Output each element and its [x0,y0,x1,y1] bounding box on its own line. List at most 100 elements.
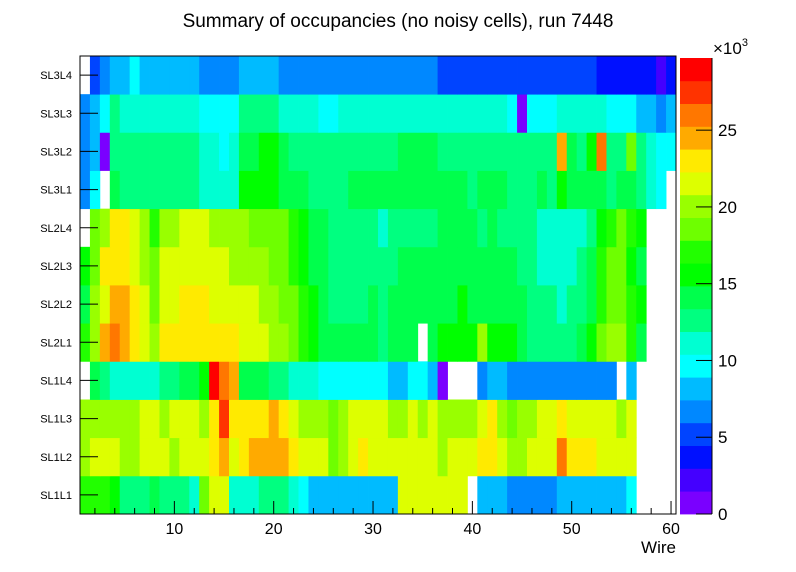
heatmap-cell-SL3L4-wire-43 [497,56,508,95]
heatmap-cell-SL3L1-wire-17 [238,170,250,210]
heatmap-cell-SL2L1-wire-51 [576,323,587,362]
heatmap-cell-SL3L1-wire-9 [159,170,170,210]
heatmap-cell-SL2L4-wire-30 [368,208,379,248]
heatmap-cell-SL3L3-wire-57 [636,94,647,133]
heatmap-cell-SL2L1-wire-49 [556,323,568,362]
heatmap-cell-SL3L4-wire-29 [358,56,369,95]
heatmap-cell-SL2L1-wire-20 [268,323,280,362]
heatmap-cell-SL3L2-wire-17 [238,132,250,171]
heatmap-cell-SL2L1-wire-4 [109,323,121,362]
heatmap-cell-SL1L1-wire-5 [119,475,131,515]
heatmap-cell-SL2L4-wire-42 [487,208,498,248]
heatmap-cell-SL3L1-wire-41 [477,170,488,210]
heatmap-cell-SL1L3-wire-3 [99,399,111,439]
heatmap-cell-SL3L4-wire-39 [457,56,468,95]
heatmap-cell-SL1L4-wire-3 [99,361,111,400]
heatmap-cell-SL3L4-wire-49 [556,56,568,95]
heatmap-cell-SL2L2-wire-9 [159,285,170,324]
heatmap-cell-SL1L3-wire-42 [487,399,498,439]
heatmap-cell-SL1L1-wire-25 [318,475,329,515]
heatmap-cell-SL1L3-wire-31 [378,399,389,439]
heatmap-cell-SL1L2-wire-15 [219,437,230,477]
heatmap-cell-SL1L4-wire-14 [209,361,220,400]
heatmap-cell-SL3L4-wire-42 [487,56,498,95]
heatmap-cell-SL1L2-wire-48 [546,437,558,477]
heatmap-cell-SL3L1-wire-38 [447,170,458,210]
heatmap-cell-SL3L4-wire-31 [378,56,389,95]
heatmap-cell-SL3L2-wire-60 [666,132,677,171]
heatmap-cell-SL2L1-wire-30 [368,323,379,362]
heatmap-cell-SL3L1-wire-50 [566,170,578,210]
heatmap-cell-SL3L3-wire-3 [99,94,111,133]
heatmap-cell-SL2L2-wire-29 [358,285,369,324]
y-tick-label: SL2L1 [40,337,72,349]
heatmap-cell-SL3L4-wire-53 [596,56,607,95]
heatmap-cell-SL1L2-wire-21 [278,437,289,477]
heatmap-cell-SL2L4-wire-19 [258,208,270,248]
heatmap-cell-SL2L1-wire-55 [616,323,627,362]
heatmap-cell-SL2L4-wire-3 [99,208,111,248]
heatmap-cell-SL1L2-wire-43 [497,437,508,477]
heatmap-cell-SL2L1-wire-5 [119,323,131,362]
heatmap-cell-SL2L1-wire-48 [546,323,558,362]
heatmap-cell-SL1L3-wire-30 [368,399,379,439]
heatmap-cell-SL3L1-wire-25 [318,170,329,210]
heatmap-cell-SL2L2-wire-16 [229,285,240,324]
heatmap-cell-SL3L2-wire-12 [189,132,200,171]
heatmap-cell-SL3L4-wire-38 [447,56,458,95]
heatmap-cell-SL1L4-wire-13 [199,361,210,400]
heatmap-cell-SL3L4-wire-8 [149,56,160,95]
heatmap-cell-SL2L2-wire-24 [308,285,319,324]
heatmap-cell-SL1L4-wire-49 [556,361,568,400]
heatmap-cell-SL1L2-wire-9 [159,437,170,477]
heatmap-cell-SL1L1-wire-23 [298,475,309,515]
heatmap-cell-SL1L4-wire-30 [368,361,379,400]
heatmap-cell-SL1L4-wire-5 [119,361,131,400]
heatmap-cell-SL2L4-wire-35 [417,208,429,248]
heatmap-cell-SL1L2-wire-11 [179,437,190,477]
heatmap-cell-SL1L4-wire-48 [546,361,558,400]
heatmap-cell-SL1L4-wire-50 [566,361,578,400]
heatmap-cell-SL2L4-wire-34 [407,208,419,248]
heatmap-cell-SL3L3-wire-52 [586,94,597,133]
heatmap-cell-SL1L3-wire-16 [229,399,240,439]
heatmap-cell-SL2L3-wire-12 [189,246,200,286]
heatmap-cell-SL1L4-wire-11 [179,361,190,400]
heatmap-cell-SL2L4-wire-56 [626,208,637,248]
heatmap-cell-SL2L1-wire-19 [258,323,270,362]
heatmap-cell-SL3L3-wire-47 [536,94,548,133]
heatmap-cell-SL3L3-wire-15 [219,94,230,133]
heatmap-cell-SL1L3-wire-10 [169,399,180,439]
heatmap-cell-SL2L4-wire-49 [556,208,568,248]
heatmap-cell-SL3L2-wire-6 [129,132,140,171]
heatmap-cell-SL2L4-wire-26 [328,208,339,248]
heatmap-cell-SL3L3-wire-22 [288,94,299,133]
heatmap-cell-SL2L3-wire-42 [487,246,498,286]
heatmap-cell-SL1L2-wire-47 [536,437,548,477]
heatmap-cell-SL3L3-wire-43 [497,94,508,133]
heatmap-cell-SL3L2-wire-33 [397,132,409,171]
heatmap-cell-SL1L2-wire-33 [397,437,409,477]
heatmap-cell-SL1L1-wire-48 [546,475,558,515]
heatmap-cell-SL2L4-wire-47 [536,208,548,248]
heatmap-cell-SL1L2-wire-10 [169,437,180,477]
heatmap-cell-SL3L1-wire-29 [358,170,369,210]
heatmap-cell-SL3L3-wire-41 [477,94,488,133]
heatmap-cell-SL2L3-wire-15 [219,246,230,286]
heatmap-cell-SL2L4-wire-31 [378,208,389,248]
heatmap-cell-SL2L3-wire-5 [119,246,131,286]
heatmap-cell-SL1L3-wire-6 [129,399,140,439]
heatmap-cell-SL2L1-wire-23 [298,323,309,362]
heatmap-cell-SL2L2-wire-22 [288,285,299,324]
heatmap-cell-SL1L3-wire-35 [417,399,429,439]
color-scale-level-15 [680,149,712,173]
heatmap-cell-SL1L2-wire-12 [189,437,200,477]
heatmap-cell-SL2L3-wire-56 [626,246,637,286]
heatmap-cell-SL3L3-wire-27 [338,94,349,133]
heatmap-cell-SL3L2-wire-5 [119,132,131,171]
heatmap-cell-SL2L2-wire-49 [556,285,568,324]
heatmap-cell-SL1L3-wire-29 [358,399,369,439]
heatmap-cell-SL1L2-wire-30 [368,437,379,477]
heatmap-cell-SL3L4-wire-9 [159,56,170,95]
heatmap-cell-SL1L2-wire-34 [407,437,419,477]
